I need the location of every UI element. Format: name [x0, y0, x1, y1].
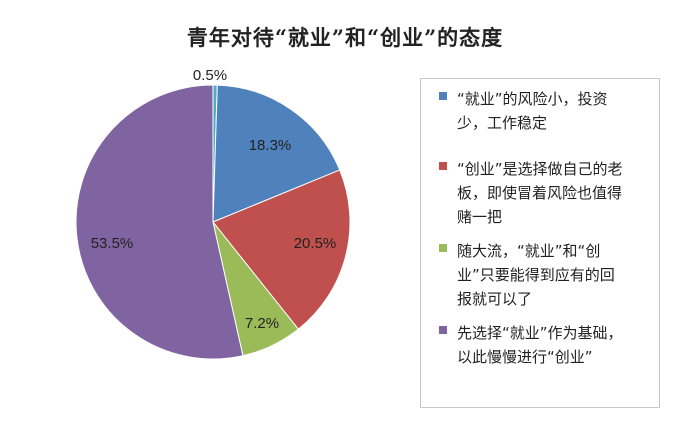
legend-label: 随大流，“就业”和“创业”只要能得到应有的回报就可以了: [457, 242, 615, 308]
legend-label: “就业”的风险小，投资少，工作稳定: [457, 90, 608, 132]
data-label: 53.5%: [91, 235, 134, 252]
data-label: 20.5%: [294, 235, 337, 252]
legend-swatch: [439, 92, 447, 100]
slice-employment-first: [75, 84, 244, 360]
legend-swatch: [439, 326, 447, 334]
chart-legend: “就业”的风险小，投资少，工作稳定 “创业”是选择做自己的老板，即使冒着风险也值…: [420, 78, 660, 408]
data-label: 7.2%: [245, 315, 279, 332]
chart-title: 青年对待“就业”和“创业”的态度: [186, 25, 504, 50]
data-label: 0.5%: [193, 67, 227, 84]
legend-swatch: [439, 244, 447, 252]
slice-employment-low-risk: [212, 84, 341, 223]
legend-label: 先选择“就业”作为基础，以此慢慢进行“创业”: [457, 324, 623, 366]
legend-label: “创业”是选择做自己的老板，即使冒着风险也值得赌一把: [457, 160, 623, 226]
legend-swatch: [439, 162, 447, 170]
data-label: 18.3%: [249, 137, 292, 154]
slice-entrepreneurship-own-boss: [212, 169, 351, 330]
